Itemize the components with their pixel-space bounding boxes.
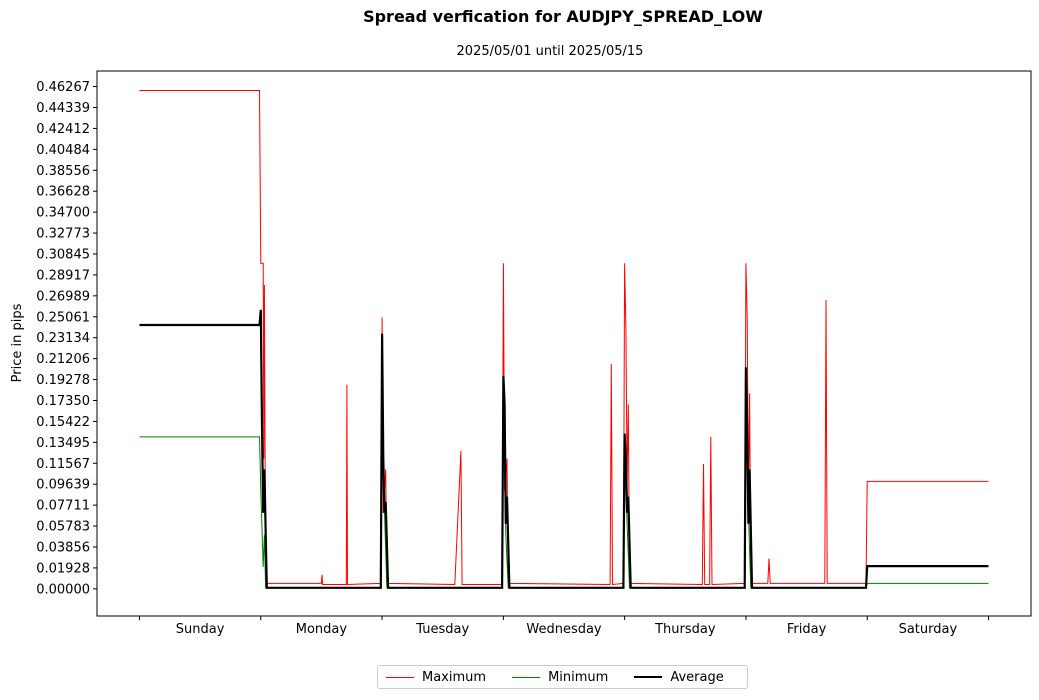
- legend-label-maximum: Maximum: [422, 669, 487, 685]
- legend-label-minimum: Minimum: [548, 669, 609, 685]
- y-tick-label: 0.17350: [36, 394, 90, 409]
- y-tick-label: 0.46267: [36, 80, 90, 95]
- legend-item-minimum: Minimum: [512, 670, 608, 685]
- x-tick-label: Sunday: [176, 622, 225, 637]
- y-tick-label: 0.44339: [36, 101, 90, 116]
- y-tick-label: 0.11567: [36, 457, 90, 472]
- y-tick-label: 0.30845: [36, 247, 90, 262]
- legend-label-average: Average: [670, 669, 724, 685]
- y-tick-label: 0.13495: [36, 436, 90, 451]
- series-line-average: [139, 309, 989, 589]
- y-tick-label: 0.00000: [36, 582, 90, 597]
- x-tick-label: Saturday: [899, 622, 958, 637]
- series-lines: [139, 90, 989, 589]
- x-axis-ticks: Sunday Monday Tuesday Wednesday Thursday Frid…: [138, 616, 990, 637]
- x-tick-label: Tuesday: [415, 622, 469, 637]
- y-tick-label: 0.01928: [36, 561, 90, 576]
- y-tick-label: 0.07711: [36, 499, 90, 514]
- y-tick-label: 0.34700: [36, 206, 90, 221]
- series-line-maximum: [139, 90, 989, 586]
- y-tick-label: 0.26989: [36, 289, 90, 304]
- x-tick-label: Thursday: [654, 622, 716, 637]
- y-tick-label: 0.25061: [36, 310, 90, 325]
- legend-swatch-minimum: [512, 676, 541, 678]
- y-tick-label: 0.40484: [36, 143, 90, 158]
- y-tick-label: 0.05783: [36, 520, 90, 535]
- plot-frame: [96, 70, 1032, 617]
- legend-swatch-average: [634, 676, 663, 678]
- y-tick-label: 0.28917: [36, 268, 90, 283]
- x-tick-label: Wednesday: [526, 622, 602, 637]
- x-tick-label: Monday: [296, 622, 348, 637]
- chart-title: Spread verfication for AUDJPY_SPREAD_LOW: [363, 7, 763, 26]
- chart-subtitle: 2025/05/01 until 2025/05/15: [456, 44, 644, 59]
- y-axis-ticks: 0.00000 0.01928 0.03856 0.05783 0.07711 0.096…: [36, 80, 97, 597]
- y-tick-label: 0.09639: [36, 478, 90, 493]
- y-tick-label: 0.23134: [36, 331, 90, 346]
- y-tick-label: 0.38556: [36, 164, 90, 179]
- y-tick-label: 0.15422: [36, 415, 90, 430]
- y-tick-label: 0.03856: [36, 540, 90, 555]
- x-tick-label: Friday: [787, 622, 827, 637]
- legend: Maximum Minimum Average: [377, 665, 748, 689]
- y-axis-label: Price in pips: [10, 303, 25, 382]
- legend-item-average: Average: [634, 669, 724, 685]
- y-tick-label: 0.19278: [36, 373, 90, 388]
- y-tick-label: 0.36628: [36, 185, 90, 200]
- y-tick-label: 0.32773: [36, 227, 90, 242]
- y-tick-label: 0.42412: [36, 122, 90, 137]
- legend-item-maximum: Maximum: [386, 670, 486, 685]
- y-tick-label: 0.21206: [36, 352, 90, 367]
- legend-swatch-maximum: [386, 676, 414, 678]
